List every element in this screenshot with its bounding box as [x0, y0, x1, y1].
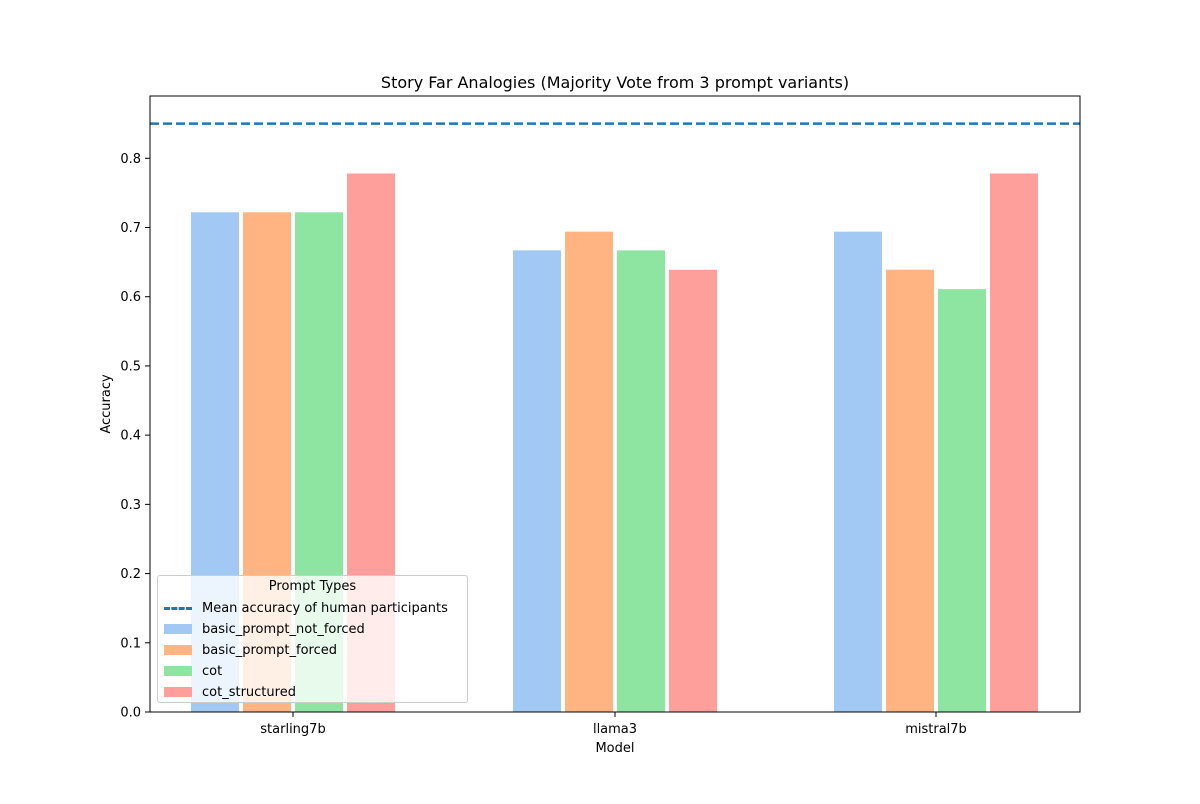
bar-cot_structured-mistral7b — [990, 173, 1038, 712]
legend-label: cot_structured — [202, 684, 296, 700]
legend-item-series: basic_prompt_forced — [164, 641, 337, 659]
y-tick-label: 0.6 — [120, 290, 141, 305]
x-tick-label-starling7b: starling7b — [260, 722, 325, 737]
y-tick-label: 0.1 — [120, 636, 141, 651]
legend-swatch — [164, 624, 192, 634]
legend-label: basic_prompt_forced — [202, 642, 338, 658]
x-tick-label-llama3: llama3 — [593, 722, 637, 737]
bar-basic_prompt_forced-mistral7b — [886, 269, 934, 712]
legend-title: Prompt Types — [268, 579, 357, 594]
y-tick-label: 0.5 — [120, 359, 141, 374]
y-tick-label: 0.4 — [120, 429, 141, 444]
legend-dash-swatch — [164, 606, 192, 610]
legend-label: Mean accuracy of human participants — [202, 600, 448, 616]
legend: Prompt Types Mean accuracy of human part… — [157, 575, 468, 703]
y-tick-label: 0.8 — [120, 152, 141, 167]
legend-item-series: cot_structured — [164, 683, 296, 701]
x-axis: starling7b llama3 mistral7b — [260, 712, 967, 737]
x-axis-label: Model — [595, 741, 634, 756]
legend-item-series: basic_prompt_not_forced — [164, 620, 365, 638]
bar-basic_prompt_not_forced-mistral7b — [834, 231, 882, 712]
plot-frame — [149, 95, 1081, 713]
y-tick-label: 0.7 — [120, 221, 141, 236]
legend-item-reference: Mean accuracy of human participants — [164, 599, 448, 617]
legend-swatch — [164, 687, 192, 697]
legend-swatch — [164, 666, 192, 676]
y-tick-label: 0.2 — [120, 567, 141, 582]
y-tick-label: 0.3 — [120, 498, 141, 513]
chart-title: Story Far Analogies (Majority Vote from … — [381, 73, 849, 92]
legend-label: cot — [202, 663, 223, 679]
legend-label: basic_prompt_not_forced — [202, 621, 365, 637]
x-tick-label-mistral7b: mistral7b — [905, 722, 967, 737]
legend-item-series: cot — [164, 662, 222, 680]
legend-swatch — [164, 645, 192, 655]
y-axis-label: Accuracy — [99, 374, 114, 434]
bar-basic_prompt_forced-llama3 — [565, 231, 613, 712]
bar-cot-mistral7b — [938, 289, 986, 712]
bar-cot_structured-llama3 — [669, 269, 717, 712]
y-axis: 0.0 0.1 0.2 0.3 0.4 0.5 0.6 0.7 0.8 — [120, 152, 150, 721]
y-tick-label: 0.0 — [120, 706, 141, 721]
bar-cot-llama3 — [617, 250, 665, 712]
bar-basic_prompt_not_forced-llama3 — [513, 250, 561, 712]
